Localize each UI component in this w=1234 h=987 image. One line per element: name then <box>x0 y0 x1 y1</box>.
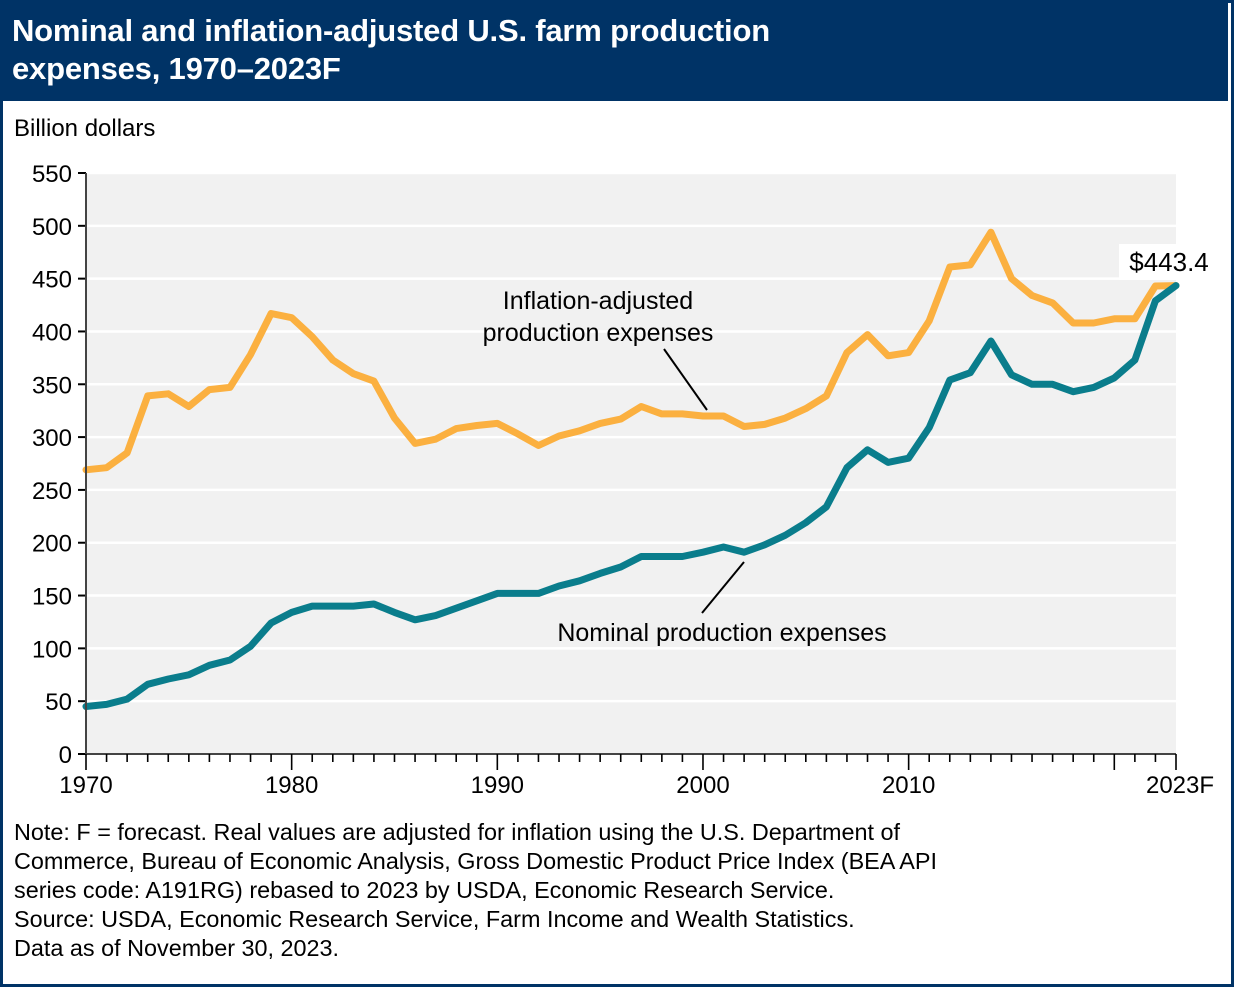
inflation-adjusted-leader-line <box>663 348 708 411</box>
x-tick-label: 1980 <box>265 772 318 799</box>
nominal-leader-line <box>701 561 745 614</box>
y-tick-label: 550 <box>32 161 72 188</box>
note-line: Note: F = forecast. Real values are adju… <box>14 819 901 845</box>
y-tick-label: 200 <box>32 531 72 558</box>
note-line: Commerce, Bureau of Economic Analysis, G… <box>14 848 937 874</box>
y-tick-label: 350 <box>32 372 72 399</box>
x-tick-label: 1970 <box>59 772 112 799</box>
chart-title-line-2: expenses, 1970–2023F <box>12 51 341 86</box>
source-line: Source: USDA, Economic Research Service,… <box>14 906 855 932</box>
y-tick-label: 100 <box>32 636 72 663</box>
y-tick-label: 250 <box>32 478 72 505</box>
y-tick-label: 50 <box>45 689 72 716</box>
note-line: series code: A191RG) rebased to 2023 by … <box>14 877 835 903</box>
nominal-annotation: Nominal production expenses <box>557 619 886 647</box>
x-tick-label: 1990 <box>471 772 524 799</box>
inflation-adjusted-line <box>82 228 1180 474</box>
nominal-line <box>82 282 1180 710</box>
inflation-adjusted-annotation: production expenses <box>483 319 714 347</box>
end-value-label: $443.4 <box>1129 247 1209 277</box>
y-axis-unit-label: Billion dollars <box>14 115 156 142</box>
title-bar: Nominal and inflation-adjusted U.S. farm… <box>0 0 1228 101</box>
inflation-adjusted-annotation: Inflation-adjusted <box>503 287 693 315</box>
chart-title: Nominal and inflation-adjusted U.S. farm… <box>12 12 770 88</box>
y-tick-label: 150 <box>32 584 72 611</box>
y-tick-label: 450 <box>32 267 72 294</box>
x-tick-label: 2000 <box>676 772 729 799</box>
y-tick-label: 400 <box>32 319 72 346</box>
y-tick-label: 500 <box>32 214 72 241</box>
chart-title-line-1: Nominal and inflation-adjusted U.S. farm… <box>12 13 770 48</box>
y-tick-label: 0 <box>59 742 72 769</box>
x-tick-label: 2010 <box>882 772 935 799</box>
y-tick-label: 300 <box>32 425 72 452</box>
data-date-line: Data as of November 30, 2023. <box>14 935 340 961</box>
x-tick-label: 2023F <box>1146 772 1214 799</box>
plot-area <box>86 173 1176 754</box>
value-label-background <box>1119 244 1219 280</box>
notes-block: Note: F = forecast. Real values are adju… <box>14 818 937 963</box>
